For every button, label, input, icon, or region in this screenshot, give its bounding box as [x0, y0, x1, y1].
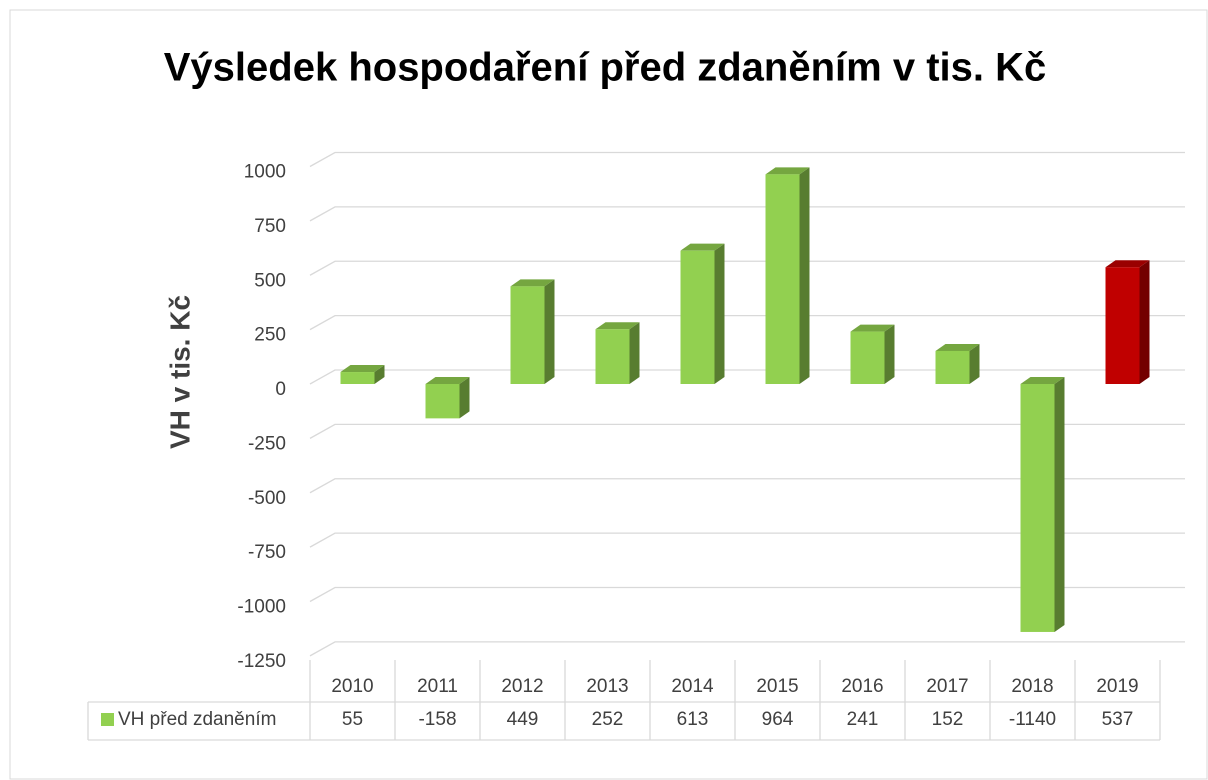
table-value: 252	[592, 709, 624, 730]
bar	[680, 250, 715, 384]
grid-line	[309, 151, 1185, 168]
grid-line	[309, 423, 1185, 439]
bar	[765, 174, 800, 384]
grid-line	[309, 478, 1185, 494]
bar-top	[510, 279, 555, 287]
bar-side	[459, 377, 470, 419]
y-tick-label: 1000	[244, 162, 286, 183]
table-value: 152	[932, 709, 964, 730]
table-value: 241	[847, 709, 879, 730]
bar-side	[374, 365, 385, 384]
table-value: 964	[762, 709, 794, 730]
grid-line	[309, 641, 1185, 657]
bar	[510, 286, 545, 384]
bar-top	[765, 167, 810, 175]
legend-key	[101, 713, 114, 726]
bar-top	[1020, 377, 1065, 384]
x-tick-label: 2015	[756, 676, 798, 697]
bar-top	[680, 243, 725, 251]
y-tick-label: -250	[248, 433, 286, 454]
bar	[935, 350, 970, 384]
bar-side	[544, 279, 555, 384]
bar-side	[1054, 377, 1065, 632]
y-tick-label: 250	[254, 325, 286, 346]
bar	[595, 329, 630, 384]
x-tick-label: 2010	[331, 676, 373, 697]
grid-line	[309, 369, 1185, 385]
grid-line	[309, 260, 1185, 276]
bar-top	[1105, 260, 1150, 268]
bar-side	[799, 167, 810, 384]
grid-line	[309, 586, 1185, 603]
y-tick-label: 750	[254, 216, 286, 237]
table-value: 449	[507, 709, 539, 730]
table-value: -1140	[1009, 709, 1056, 730]
bar-side	[1139, 260, 1150, 384]
y-tick-label: -1250	[237, 651, 286, 672]
y-tick-label: 0	[275, 379, 286, 400]
y-tick-label: -500	[248, 488, 286, 509]
x-tick-label: 2012	[501, 676, 543, 697]
bar-top	[850, 324, 895, 332]
chart-title: Výsledek hospodaření před zdaněním v tis…	[164, 46, 1046, 90]
y-tick-label: -750	[248, 542, 286, 563]
bar-top	[425, 377, 470, 384]
bar	[425, 384, 460, 419]
table-value: 55	[342, 709, 363, 730]
x-tick-label: 2018	[1011, 676, 1053, 697]
x-tick-label: 2019	[1096, 676, 1138, 697]
bar-top	[340, 365, 385, 373]
chart-frame	[9, 9, 1208, 780]
x-tick-label: 2017	[926, 676, 968, 697]
bar	[850, 331, 885, 384]
table-value: 613	[677, 709, 709, 730]
bar-side	[884, 324, 895, 384]
bar-side	[969, 343, 980, 384]
bar	[1105, 267, 1140, 384]
y-axis-label: VH v tis. Kč	[164, 295, 195, 449]
x-tick-label: 2016	[841, 676, 883, 697]
table-value: 537	[1102, 709, 1134, 730]
x-tick-label: 2013	[586, 676, 628, 697]
y-tick-label: 500	[254, 270, 286, 291]
bar-side	[714, 243, 725, 384]
bar	[1020, 384, 1055, 632]
bar-side	[629, 322, 640, 384]
legend-label: VH před zdaněním	[118, 709, 276, 730]
grid-line	[309, 314, 1185, 331]
y-tick-label: -1000	[237, 597, 286, 618]
table-value: -158	[418, 709, 456, 730]
bar	[340, 372, 375, 384]
grid-line	[309, 206, 1185, 222]
bar-top	[595, 322, 640, 330]
x-tick-label: 2014	[671, 676, 714, 697]
bar-top	[935, 343, 980, 351]
x-tick-label: 2011	[417, 676, 458, 697]
grid-line	[309, 532, 1185, 548]
